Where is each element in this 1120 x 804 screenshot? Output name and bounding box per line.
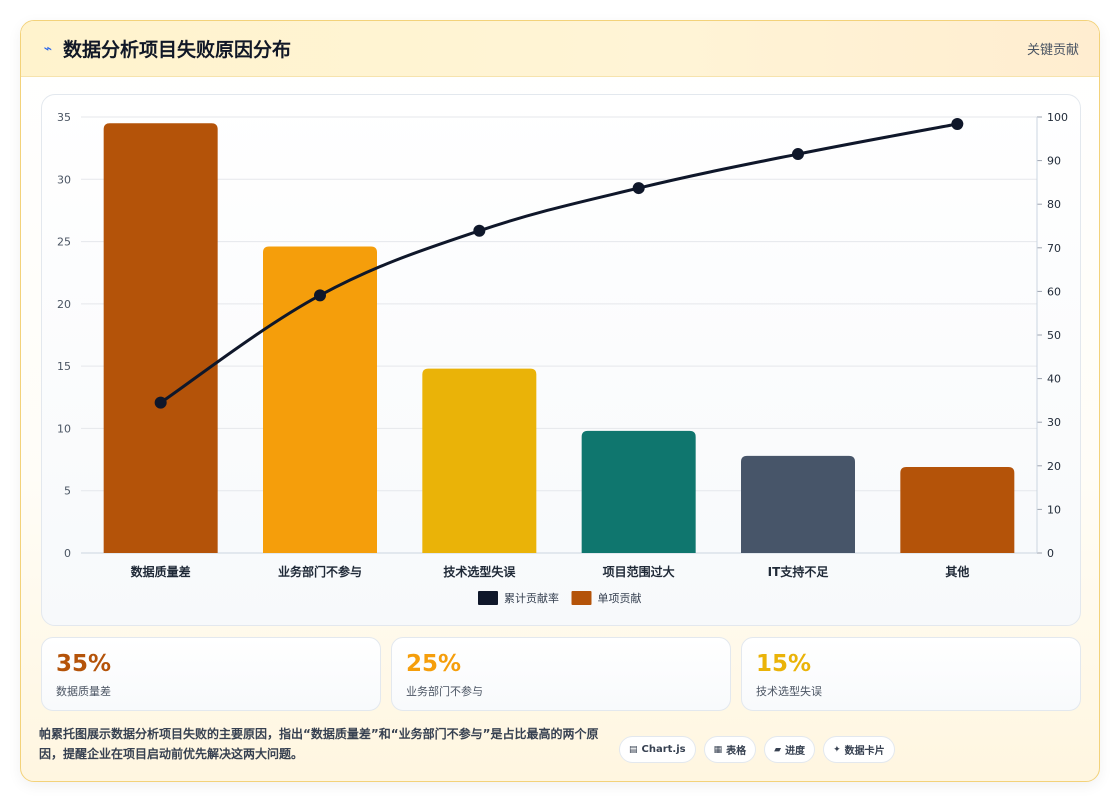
- cumulative-point: [473, 224, 486, 237]
- tag-chartjs[interactable]: ▤ Chart.js: [619, 736, 696, 763]
- y-left-tick-label: 25: [57, 236, 71, 249]
- cumulative-point: [632, 182, 645, 195]
- y-right-tick-label: 70: [1047, 242, 1061, 255]
- tag-progress[interactable]: ▰ 进度: [764, 736, 816, 763]
- page-title: 数据分析项目失败原因分布: [63, 39, 292, 61]
- kpi-value: 15%: [756, 651, 812, 677]
- bar: [900, 467, 1015, 553]
- table-icon: ▦: [713, 744, 723, 755]
- y-left-tick-label: 30: [57, 173, 71, 186]
- x-tick-label: 其他: [945, 564, 969, 579]
- kpi-value: 25%: [406, 651, 462, 677]
- y-right-tick-label: 100: [1047, 111, 1068, 124]
- x-tick-label: 技术选型失误: [443, 564, 516, 579]
- cumulative-line: [159, 122, 958, 404]
- bar: [263, 246, 377, 553]
- legend-label: 累计贡献率: [504, 591, 559, 605]
- y-right-tick-label: 40: [1047, 373, 1061, 386]
- tag-list: ▤ Chart.js ▦ 表格 ▰ 进度 ✦ 数据卡片: [619, 736, 895, 763]
- tag-label: 数据卡片: [844, 746, 885, 757]
- legend-label: 单项贡献: [598, 591, 642, 605]
- chart-panel: 0 5 10 15 20 25 30 35 0 10 20 30 40 50 60 70 80 90 100 数据质量…: [41, 94, 1081, 626]
- y-right-tick-label: 80: [1047, 198, 1061, 211]
- bar: [741, 455, 855, 553]
- trend-icon: ⌁: [43, 40, 53, 57]
- y-right-tick-label: 20: [1047, 460, 1061, 473]
- chart-icon: ▤: [629, 744, 638, 755]
- tag-label: 进度: [785, 746, 806, 757]
- tag-table[interactable]: ▦ 表格: [703, 736, 757, 763]
- bar: [103, 123, 218, 553]
- y-left-tick-label: 35: [57, 111, 71, 124]
- kpi-label: 数据质量差: [56, 685, 111, 698]
- bar: [581, 430, 696, 553]
- tag-data-card[interactable]: ✦ 数据卡片: [823, 736, 895, 763]
- card-header: ⌁ 数据分析项目失败原因分布 关键贡献: [21, 21, 1099, 77]
- kpi-card-1: 35% 数据质量差: [41, 637, 381, 711]
- y-right-tick-label: 0: [1047, 547, 1054, 560]
- y-right-tick-label: 60: [1047, 285, 1061, 298]
- y-right-tick-label: 10: [1047, 503, 1061, 516]
- kpi-value: 35%: [56, 651, 112, 677]
- cumulative-point: [314, 289, 326, 302]
- y-left-tick-label: 20: [57, 298, 71, 311]
- tag-label: 表格: [726, 746, 747, 757]
- title-wrap: ⌁ 数据分析项目失败原因分布: [41, 35, 291, 62]
- cumulative-point: [951, 117, 964, 130]
- kpi-label: 技术选型失误: [756, 685, 822, 698]
- y-right-tick-label: 90: [1047, 155, 1061, 168]
- x-tick-label: 项目范围过大: [603, 564, 675, 579]
- key-contribution-label: 关键贡献: [1026, 43, 1079, 58]
- progress-icon: ▰: [774, 744, 782, 755]
- x-tick-label: 数据质量差: [131, 564, 191, 579]
- y-right-tick-label: 50: [1047, 329, 1061, 342]
- legend-swatch: [571, 591, 592, 605]
- y-left-tick-label: 10: [57, 422, 71, 435]
- y-right-tick-label: 30: [1047, 416, 1061, 429]
- tag-label: Chart.js: [641, 744, 686, 755]
- x-tick-label: IT支持不足: [768, 564, 829, 579]
- y-left-tick-label: 5: [64, 485, 71, 498]
- main-card: ⌁ 数据分析项目失败原因分布 关键贡献 0 5 10 15 20 25 30 35 0 10 20 3…: [20, 20, 1100, 782]
- card-icon: ✦: [833, 744, 841, 755]
- cumulative-point: [154, 396, 167, 409]
- pareto-chart: 0 5 10 15 20 25 30 35 0 10 20 30 40 50 60 70 80 90 100 数据质量…: [57, 111, 1068, 605]
- kpi-card-3: 15% 技术选型失误: [741, 637, 1081, 711]
- cumulative-point: [792, 148, 804, 161]
- y-left-tick-label: 15: [57, 360, 71, 373]
- y-left-tick-label: 0: [64, 547, 71, 560]
- x-tick-label: 业务部门不参与: [278, 564, 362, 579]
- kpi-label: 业务部门不参与: [406, 685, 483, 698]
- kpi-card-2: 25% 业务部门不参与: [391, 637, 731, 711]
- chart-description: 帕累托图展示数据分析项目失败的主要原因，指出“数据质量差”和“业务部门不参与”是…: [39, 727, 599, 761]
- bar: [422, 368, 537, 553]
- legend-swatch: [478, 591, 498, 605]
